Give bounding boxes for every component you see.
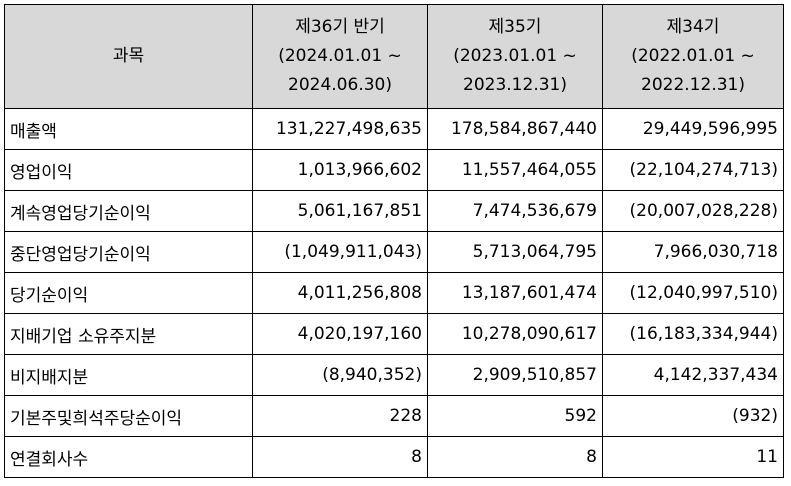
cell-value: 13,187,601,474 <box>427 272 603 314</box>
row-label: 당기순이익 <box>4 272 253 314</box>
cell-value: (22,104,274,713) <box>602 149 784 191</box>
table-row: 연결회사수 8 8 11 <box>4 436 784 478</box>
cell-value: 11,557,464,055 <box>427 149 603 191</box>
cell-value: 1,013,966,602 <box>252 149 428 191</box>
table-row: 영업이익 1,013,966,602 11,557,464,055 (22,10… <box>4 149 784 191</box>
header-subject: 과목 <box>4 4 253 109</box>
cell-value: 11 <box>602 436 784 478</box>
cell-value: 4,011,256,808 <box>252 272 428 314</box>
cell-value: (1,049,911,043) <box>252 231 428 273</box>
cell-value: 8 <box>252 436 428 478</box>
period-name: 제36기 반기 <box>295 17 385 37</box>
row-label: 영업이익 <box>4 149 253 191</box>
period-range-start: (2022.01.01 ~ <box>631 46 755 66</box>
cell-value: (16,183,334,944) <box>602 313 784 355</box>
period-range-start: (2024.01.01 ~ <box>278 46 402 66</box>
cell-value: 5,061,167,851 <box>252 190 428 232</box>
table-row: 기본주및희석주당순이익 228 592 (932) <box>4 395 784 437</box>
period-range-end: 2023.12.31) <box>463 75 567 95</box>
table-row: 비지배지분 (8,940,352) 2,909,510,857 4,142,33… <box>4 354 784 396</box>
row-label: 매출액 <box>4 108 253 150</box>
cell-value: (8,940,352) <box>252 354 428 396</box>
table-header-row: 과목 제36기 반기 (2024.01.01 ~ 2024.06.30) 제35… <box>4 4 784 109</box>
row-label: 비지배지분 <box>4 354 253 396</box>
period-range-start: (2023.01.01 ~ <box>453 46 577 66</box>
header-period-35: 제35기 (2023.01.01 ~ 2023.12.31) <box>427 4 603 109</box>
period-range-end: 2022.12.31) <box>641 75 745 95</box>
cell-value: 178,584,867,440 <box>427 108 603 150</box>
cell-value: 131,227,498,635 <box>252 108 428 150</box>
table-row: 계속영업당기순이익 5,061,167,851 7,474,536,679 (2… <box>4 190 784 232</box>
cell-value: 7,474,536,679 <box>427 190 603 232</box>
period-name: 제34기 <box>666 17 720 37</box>
cell-value: 592 <box>427 395 603 437</box>
table-row: 당기순이익 4,011,256,808 13,187,601,474 (12,0… <box>4 272 784 314</box>
cell-value: (932) <box>602 395 784 437</box>
row-label: 지배기업 소유주지분 <box>4 313 253 355</box>
header-period-36: 제36기 반기 (2024.01.01 ~ 2024.06.30) <box>252 4 428 109</box>
row-label: 중단영업당기순이익 <box>4 231 253 273</box>
cell-value: (12,040,997,510) <box>602 272 784 314</box>
table-row: 지배기업 소유주지분 4,020,197,160 10,278,090,617 … <box>4 313 784 355</box>
period-name: 제35기 <box>488 17 542 37</box>
financial-summary-table: 과목 제36기 반기 (2024.01.01 ~ 2024.06.30) 제35… <box>4 4 784 478</box>
table-row: 중단영업당기순이익 (1,049,911,043) 5,713,064,795 … <box>4 231 784 273</box>
cell-value: (20,007,028,228) <box>602 190 784 232</box>
cell-value: 228 <box>252 395 428 437</box>
cell-value: 7,966,030,718 <box>602 231 784 273</box>
header-period-34: 제34기 (2022.01.01 ~ 2022.12.31) <box>602 4 784 109</box>
row-label: 계속영업당기순이익 <box>4 190 253 232</box>
cell-value: 8 <box>427 436 603 478</box>
row-label: 기본주및희석주당순이익 <box>4 395 253 437</box>
cell-value: 4,142,337,434 <box>602 354 784 396</box>
cell-value: 4,020,197,160 <box>252 313 428 355</box>
table-row: 매출액 131,227,498,635 178,584,867,440 29,4… <box>4 108 784 150</box>
cell-value: 2,909,510,857 <box>427 354 603 396</box>
row-label: 연결회사수 <box>4 436 253 478</box>
cell-value: 10,278,090,617 <box>427 313 603 355</box>
period-range-end: 2024.06.30) <box>288 75 392 95</box>
cell-value: 29,449,596,995 <box>602 108 784 150</box>
cell-value: 5,713,064,795 <box>427 231 603 273</box>
